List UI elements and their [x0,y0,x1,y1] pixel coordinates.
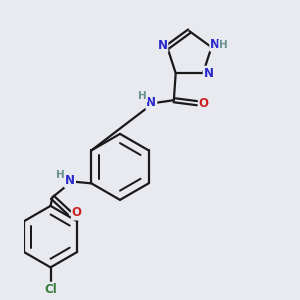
Text: O: O [199,97,209,110]
Text: H: H [56,170,64,180]
Text: N: N [210,38,220,51]
Text: N: N [65,174,75,187]
Text: Cl: Cl [44,283,57,296]
Text: O: O [72,206,82,220]
Text: N: N [146,96,156,109]
Text: N: N [158,39,167,52]
Text: N: N [204,67,214,80]
Text: H: H [138,92,147,101]
Text: H: H [219,40,228,50]
